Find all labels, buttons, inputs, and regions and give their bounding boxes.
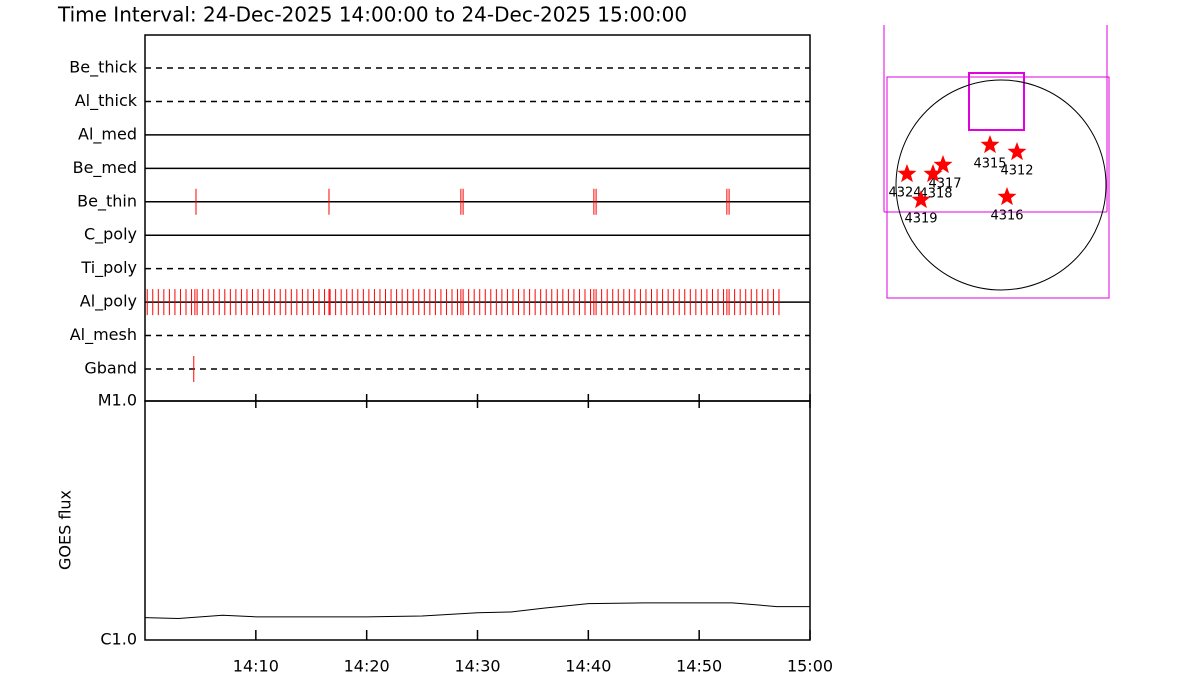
x-tick-label: 14:10 xyxy=(233,657,279,676)
fov-box xyxy=(886,76,1110,299)
region-star xyxy=(911,190,931,209)
region-label: 4324 xyxy=(888,186,921,201)
x-tick-label: 15:00 xyxy=(787,657,833,676)
row-label: Be_thick xyxy=(69,58,137,78)
chart-title: Time Interval: 24-Dec-2025 14:00:00 to 2… xyxy=(57,3,687,27)
row-label: Be_med xyxy=(73,158,137,178)
y-tick-label: C1.0 xyxy=(100,630,137,649)
row-label: C_poly xyxy=(84,225,137,245)
region-label: 4319 xyxy=(904,212,937,227)
region-star xyxy=(980,135,1000,154)
region-star xyxy=(1007,142,1027,161)
row-label: Gband xyxy=(84,359,137,378)
region-star xyxy=(923,164,943,183)
region-star xyxy=(997,187,1017,206)
region-label: 4315 xyxy=(973,157,1006,172)
solar-disk xyxy=(895,79,1107,291)
sun-map xyxy=(883,25,1110,299)
goes-curve xyxy=(144,602,810,620)
y-axis-label: GOES flux xyxy=(56,490,75,570)
region-label: 4316 xyxy=(990,209,1023,224)
region-star xyxy=(897,164,917,183)
x-tick-label: 14:50 xyxy=(676,657,722,676)
row-label: Al_thick xyxy=(75,91,138,111)
row-label: Al_mesh xyxy=(70,325,137,345)
y-tick-label: M1.0 xyxy=(98,391,137,410)
goes-frame xyxy=(144,400,811,641)
x-tick-label: 14:20 xyxy=(344,657,390,676)
x-tick-label: 14:30 xyxy=(454,657,500,676)
region-label: 4312 xyxy=(1000,164,1033,179)
region-star xyxy=(933,155,953,174)
row-label: Be_thin xyxy=(77,191,137,211)
fov-box xyxy=(968,72,1025,131)
row-label: Al_med xyxy=(78,124,137,144)
row-label: Al_poly xyxy=(80,292,137,312)
row-label: Ti_poly xyxy=(80,258,137,278)
x-tick-label: 14:40 xyxy=(565,657,611,676)
events-frame xyxy=(144,34,811,402)
